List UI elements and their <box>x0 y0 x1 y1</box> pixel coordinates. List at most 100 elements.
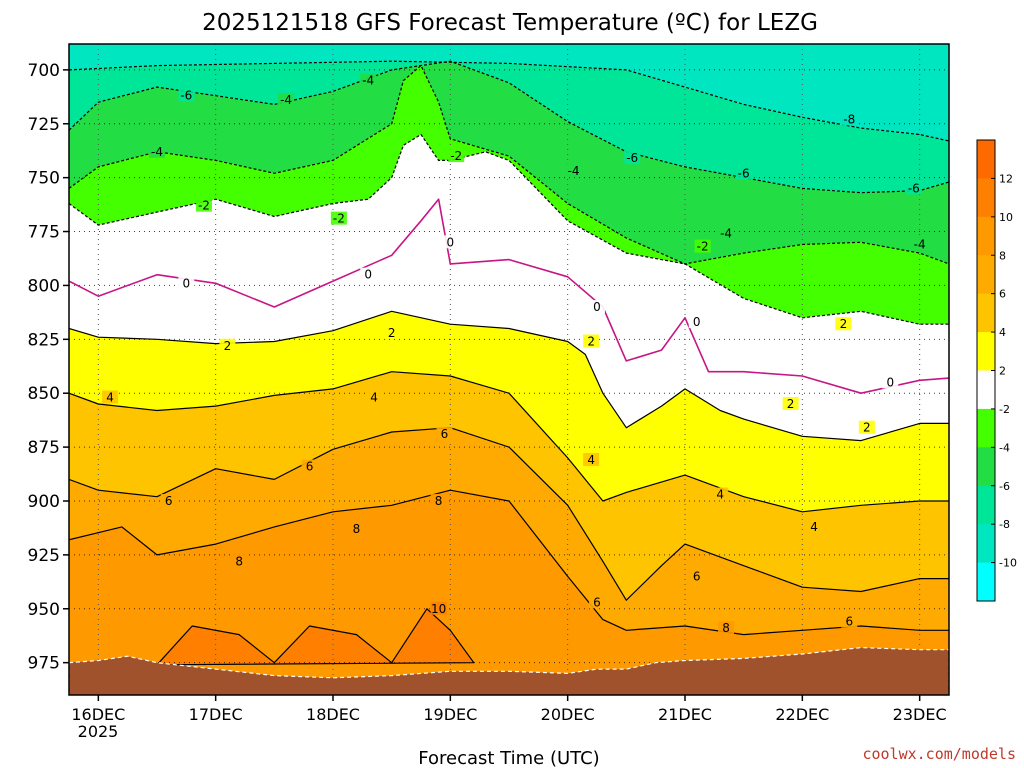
contour-label: 6 <box>593 595 601 609</box>
temperature-band <box>69 134 949 394</box>
contour-label: 0 <box>593 300 601 314</box>
contour-label-bg <box>735 166 752 180</box>
contour-label: 6 <box>306 460 314 474</box>
contour-label: 2 <box>224 339 232 353</box>
contour-label: -2 <box>198 199 210 213</box>
contour-label-bg <box>348 522 365 536</box>
isotherm-10 <box>156 608 475 666</box>
isotherm--2 <box>69 133 949 325</box>
contour-label: 4 <box>370 391 378 405</box>
contour-label: -4 <box>914 237 926 251</box>
isotherm-0 <box>69 198 949 394</box>
contour-label-bg <box>882 375 899 389</box>
isotherm--8 <box>69 60 949 142</box>
contour-label: -8 <box>843 112 855 126</box>
isotherm-8 <box>69 489 949 636</box>
colorbar-swatch <box>977 255 995 295</box>
contour-label: 2 <box>388 326 396 340</box>
colorbar-label: 10 <box>999 211 1013 224</box>
y-tick-label: 850 <box>28 384 60 404</box>
contour-label-bg <box>694 239 711 253</box>
contour-label-bg <box>624 151 641 165</box>
contour-label-bg <box>841 112 858 126</box>
y-tick-label: 975 <box>28 654 60 674</box>
colorbar-label: -4 <box>999 441 1010 454</box>
contour-label-bg <box>301 459 318 473</box>
temperature-band <box>69 44 949 141</box>
x-tick-label: 17DEC <box>189 705 243 724</box>
contour-label-bg <box>195 198 212 212</box>
isotherm-4 <box>69 371 949 513</box>
colorbar-swatch <box>977 216 995 256</box>
contour-label-bg <box>231 554 248 568</box>
temperature-band <box>69 427 949 635</box>
x-tick-label: 20DEC <box>541 705 595 724</box>
x-axis-title: Forecast Time (UTC) <box>418 748 599 768</box>
contour-label-bg <box>841 614 858 628</box>
contour-label: 8 <box>235 554 243 568</box>
contour-label: 0 <box>364 268 372 282</box>
contour-label-bg <box>360 73 377 87</box>
contour-label: 2 <box>840 317 848 331</box>
contour-label: -6 <box>738 166 750 180</box>
contour-label: 0 <box>693 315 701 329</box>
colorbar: 12 10 8 6 4 2 -2 -4 -6 -8 -10 <box>976 139 1017 602</box>
contour-label: -4 <box>362 74 374 88</box>
contour-label-bg <box>565 164 582 178</box>
y-tick-label: 775 <box>28 223 60 243</box>
contour-label-bg <box>366 390 383 404</box>
y-axis: 700 725 750 775 800 825 850 875 900 925 950 975 <box>28 61 69 674</box>
contour-label: 2 <box>787 397 795 411</box>
temperature-band <box>69 199 949 441</box>
colorbar-swatch <box>977 370 995 410</box>
contour-label-bg <box>430 493 447 507</box>
x-tick-label: 21DEC <box>658 705 712 724</box>
contour-label: 4 <box>106 391 114 405</box>
contour-label: -6 <box>180 89 192 103</box>
contour-label: 6 <box>845 615 853 629</box>
contour-label-bg <box>583 453 600 467</box>
contour-label-bg <box>688 315 705 329</box>
contour-label-bg <box>858 420 875 434</box>
contour-label-bg <box>905 181 922 195</box>
colorbar-label: 6 <box>999 288 1006 301</box>
x-tick-label: 16DEC <box>71 705 125 724</box>
temperature-band <box>69 311 949 512</box>
contour-label-bg <box>911 237 928 251</box>
credit-text: coolwx.com/models <box>862 745 1016 763</box>
colorbar-label: 8 <box>999 249 1006 262</box>
colorbar-swatch <box>977 524 995 564</box>
isotherm-6 <box>69 427 949 601</box>
contour-label: 8 <box>722 621 730 635</box>
contour-label: -2 <box>333 212 345 226</box>
x-tick-label: 23DEC <box>893 705 947 724</box>
colorbar-label: -6 <box>999 480 1010 493</box>
contour-label: -4 <box>568 164 580 178</box>
contour-label-bg <box>160 493 177 507</box>
colorbar-label: 2 <box>999 365 1006 378</box>
terrain <box>69 646 949 695</box>
x-axis-year: 2025 <box>78 722 119 741</box>
y-tick-label: 875 <box>28 438 60 458</box>
contour-label-bg <box>436 427 453 441</box>
colorbar-label: 4 <box>999 326 1006 339</box>
colorbar-label: -10 <box>999 557 1017 570</box>
contour-label: 0 <box>183 276 191 290</box>
contour-label-bg <box>718 621 735 635</box>
contour-label-bg <box>330 211 347 225</box>
contour-label-bg <box>835 317 852 331</box>
temperature-band <box>69 65 949 325</box>
contour-label: -2 <box>697 240 709 254</box>
isotherm--6 <box>69 60 949 194</box>
contour-label-bg <box>589 299 605 313</box>
contour-label-bg <box>178 88 195 102</box>
contour-label-bg <box>688 569 705 583</box>
contour-label: 4 <box>810 520 818 534</box>
y-tick-label: 950 <box>28 600 60 620</box>
colorbar-swatch <box>977 178 995 218</box>
contour-label: -6 <box>626 151 638 165</box>
contour-label-bg <box>442 235 459 249</box>
plot-frame <box>68 43 950 696</box>
y-tick-label: 925 <box>28 546 60 566</box>
y-tick-label: 800 <box>28 276 60 296</box>
